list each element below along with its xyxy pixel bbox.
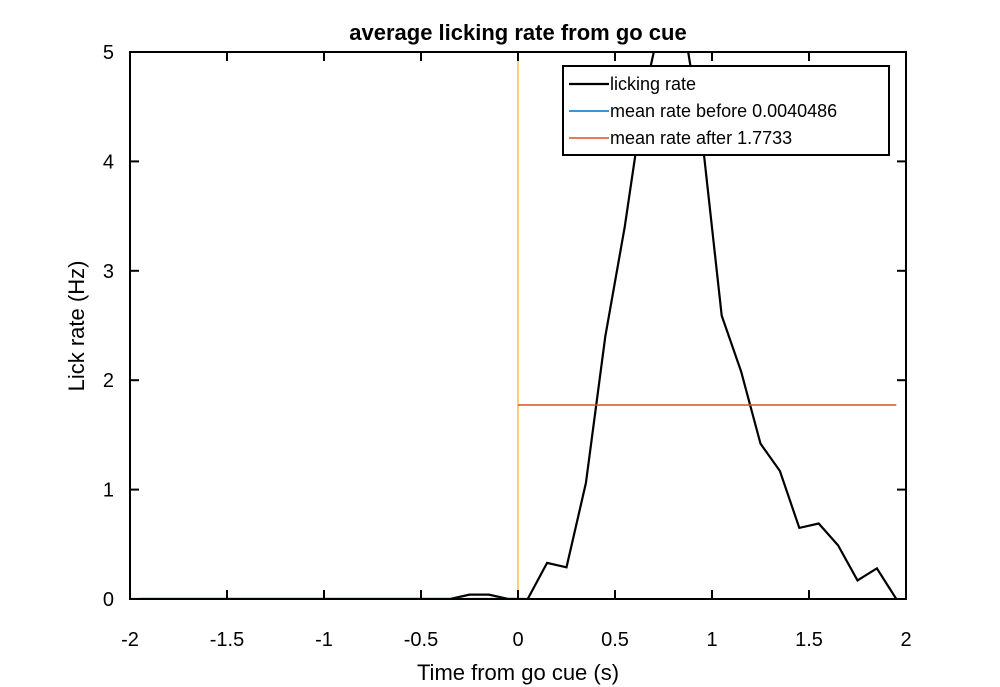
y-tick-label: 1 [103, 480, 114, 502]
x-tick-label: -2 [121, 629, 139, 651]
axes: -2 -1.5 -1 -0.5 0 0.5 1 1.5 2 0 1 2 3 4 5 [103, 42, 912, 651]
x-tick-label: 1.5 [795, 629, 823, 651]
x-tick-label: 0.5 [601, 629, 629, 651]
chart-title: average licking rate from go cue [349, 20, 686, 45]
y-axis-label: Lick rate (Hz) [64, 261, 89, 392]
x-tick-label: 2 [900, 629, 911, 651]
legend-box [562, 65, 890, 156]
x-tick-label: 1 [706, 629, 717, 651]
y-tick-label: 3 [103, 261, 114, 283]
x-tick-label: 0 [512, 629, 523, 651]
y-tick-label: 5 [103, 42, 114, 64]
x-tick-label: -1.5 [210, 629, 244, 651]
licking-rate-line [139, 52, 898, 599]
x-tick-label: -0.5 [404, 629, 438, 651]
legend-entry-mean-after: mean rate after 1.7733 [610, 128, 792, 148]
legend-entry-licking-rate: licking rate [610, 74, 696, 94]
x-axis-label: Time from go cue (s) [417, 660, 619, 685]
legend-entry-mean-before: mean rate before 0.0040486 [610, 101, 837, 121]
y-tick-label: 4 [103, 151, 114, 173]
x-tick-label: -1 [315, 629, 333, 651]
y-tick-label: 0 [103, 589, 114, 611]
y-tick-label: 2 [103, 370, 114, 392]
legend: licking rate mean rate before 0.0040486 me… [562, 65, 890, 156]
